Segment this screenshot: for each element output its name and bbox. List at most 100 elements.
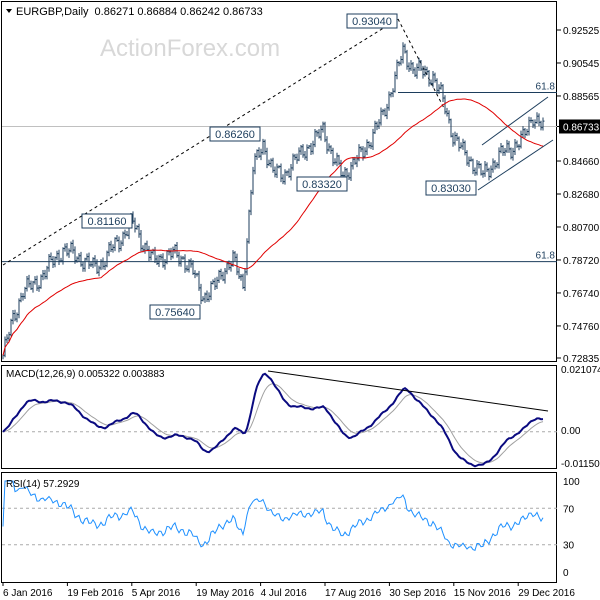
watermark: ActionForex.com (100, 35, 280, 62)
price-bar (514, 138, 517, 155)
price-bar (216, 276, 219, 290)
macd-line (2, 372, 544, 468)
price-bar (150, 249, 153, 261)
price-bar (262, 138, 265, 155)
price-bar (212, 279, 215, 285)
price-bar (390, 91, 393, 98)
price-bar (38, 285, 41, 292)
price-bar (432, 71, 435, 88)
price-bar (410, 60, 413, 71)
price-bar (352, 157, 355, 170)
price-bar (126, 230, 129, 237)
price-bar (176, 242, 179, 258)
price-bar (154, 246, 157, 263)
price-bar (266, 147, 269, 169)
price-bar (48, 253, 51, 272)
trendline-dashed (397, 18, 446, 111)
price-bar (194, 270, 197, 279)
price-bar (232, 250, 235, 267)
price-bar (12, 309, 15, 325)
price-bar (314, 128, 317, 148)
price-bar (110, 240, 113, 252)
price-panel (1, 1, 557, 362)
price-bar (428, 70, 431, 87)
price-bar (496, 162, 499, 169)
price-bar (472, 158, 475, 175)
price-bar (504, 147, 507, 156)
rsi-line (2, 480, 544, 551)
price-bar (364, 147, 367, 159)
price-bar (532, 119, 535, 129)
price-axis-label: 0.84660 (563, 157, 600, 168)
price-bar (170, 247, 173, 261)
price-bar (470, 156, 473, 162)
price-axis-label: 0.88565 (563, 92, 600, 103)
date-axis-label: 15 Nov 2016 (454, 588, 511, 599)
price-annotation-box (81, 213, 133, 229)
triangle-down-icon[interactable] (6, 9, 12, 13)
price-bar (290, 164, 293, 181)
price-bar (86, 253, 89, 261)
price-bar (32, 280, 35, 293)
price-bar (208, 292, 211, 303)
price-bar (210, 281, 213, 301)
price-bar (164, 258, 167, 270)
price-bar (148, 245, 151, 261)
price-bar (286, 170, 289, 176)
price-axis-label: 0.76740 (563, 289, 600, 300)
price-bar (76, 256, 79, 263)
price-bar (222, 271, 225, 282)
price-bar (452, 132, 455, 147)
price-bar (510, 147, 513, 160)
price-bar (198, 270, 201, 291)
price-bar (508, 140, 511, 153)
rsi-panel (1, 472, 557, 583)
price-bar (466, 150, 469, 166)
price-bar (396, 59, 399, 80)
price-bar (218, 269, 221, 284)
price-bar (526, 128, 529, 136)
price-bar (52, 255, 55, 269)
price-bar (50, 252, 53, 261)
date-axis-label: 19 Feb 2016 (67, 588, 124, 599)
price-bar (244, 268, 247, 292)
price-annotation-box (425, 180, 477, 196)
price-bar (98, 265, 101, 277)
price-bar (394, 71, 397, 93)
price-bar (484, 160, 487, 177)
price-bar (158, 254, 161, 267)
price-bar (160, 254, 163, 261)
price-bar (318, 129, 321, 139)
price-bar (146, 240, 149, 252)
price-bar (156, 255, 159, 266)
price-bar (424, 65, 427, 77)
price-bar (316, 130, 319, 137)
macd-axis-label: -0.011507 (561, 459, 600, 470)
price-bar (382, 108, 385, 116)
rsi-axis-label: 70 (563, 504, 575, 515)
channel-upper-line (481, 96, 549, 146)
price-bar (406, 49, 409, 70)
price-bar (36, 275, 39, 291)
price-bar (444, 95, 447, 115)
date-axis-label: 17 Aug 2016 (325, 588, 382, 599)
price-bar (60, 257, 63, 263)
price-bar (220, 268, 223, 280)
fib-level-label: 61.8 (536, 82, 556, 93)
price-bar (416, 63, 419, 79)
price-bar (20, 292, 23, 303)
price-bar (542, 117, 545, 131)
price-annotation-label: 0.75640 (155, 307, 195, 319)
price-bar (138, 223, 141, 238)
date-axis-label: 29 Dec 2016 (518, 588, 575, 599)
price-bar (458, 136, 461, 152)
rsi-axis-label: 30 (563, 541, 575, 552)
rsi-axis-label: 0 (563, 568, 569, 579)
moving-average-line (2, 98, 544, 356)
price-bar (42, 269, 45, 281)
price-bar (376, 121, 379, 131)
price-bar (400, 56, 403, 66)
price-bar (182, 256, 185, 260)
macd-axis-label: 0.00 (561, 426, 581, 437)
